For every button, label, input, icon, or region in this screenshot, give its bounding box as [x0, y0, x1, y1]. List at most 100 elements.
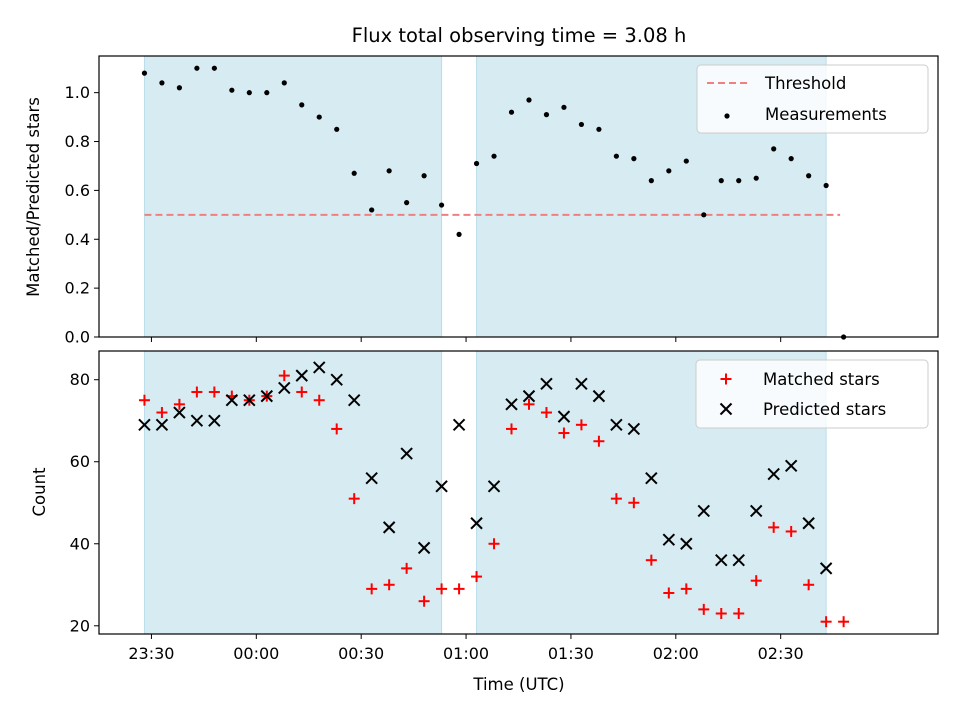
measurement-point [316, 114, 322, 120]
ratio-panel: 0.0 0.2 0.4 0.6 0.8 1.0 Matched/Predicted sta… [24, 55, 939, 347]
matched-star-point [313, 394, 325, 406]
y-tick-label: 0.0 [65, 328, 90, 347]
measurement-point [421, 173, 427, 179]
measurement-point [701, 212, 707, 218]
predicted-star-point [260, 389, 274, 403]
x-tick-label: 00:00 [233, 644, 279, 663]
matched-star-point [733, 607, 745, 619]
x-stroke-b [767, 467, 780, 481]
x-stroke-b [155, 418, 169, 432]
ratio-x-ticks [150, 337, 782, 342]
x-stroke-b [522, 389, 536, 403]
measurement-point [718, 178, 724, 184]
x-stroke-b [715, 553, 728, 567]
measurement-point [264, 90, 270, 96]
ratio-y-ticks: 0.0 0.2 0.4 0.6 0.8 1.0 [65, 83, 99, 347]
predicted-star-point [138, 418, 151, 432]
measurement-point [369, 207, 375, 213]
x-stroke-b [750, 504, 763, 518]
y-tick-label: 0.2 [65, 279, 90, 298]
measurement-point [456, 231, 462, 237]
predicted-star-point [330, 373, 343, 386]
y-tick-label: 0.6 [65, 181, 90, 200]
matched-star-point [506, 423, 518, 435]
x-axis-label: Time (UTC) [472, 675, 564, 694]
measurement-point [176, 85, 183, 91]
predicted-star-point [487, 480, 501, 493]
x-stroke-b [557, 410, 571, 423]
matched-star-point [803, 579, 815, 591]
matched-star-point [191, 386, 203, 398]
matched-star-point [383, 579, 395, 591]
ratio-legend-box [696, 64, 929, 134]
matched-star-point [348, 493, 360, 505]
predicted-star-point [750, 504, 763, 518]
predicted-star-point [627, 422, 641, 436]
x-stroke-b [662, 533, 676, 546]
x-tick-label: 01:00 [443, 644, 489, 663]
predicted-star-point [767, 467, 780, 481]
x-stroke-b [540, 377, 553, 391]
matched-star-point [558, 427, 570, 439]
x-stroke-b [802, 517, 815, 530]
y-tick-label: 1.0 [65, 83, 90, 102]
measurement-points [141, 65, 847, 340]
predicted-star-point [225, 394, 239, 407]
x-stroke-b [208, 414, 221, 427]
matched-star-point [173, 398, 185, 410]
observing-window-1 [143, 55, 443, 338]
x-stroke-b [225, 394, 239, 407]
x-tick-label: 02:00 [653, 644, 699, 663]
y-tick-label: 20 [70, 616, 90, 635]
x-stroke-b [505, 398, 518, 411]
matched-star-point [488, 538, 500, 550]
measurement-point [788, 156, 794, 162]
ratio-panel-frame [98, 55, 939, 338]
predicted-star-point [802, 517, 815, 530]
predicted-star-point [784, 459, 798, 473]
count-panel-frame [98, 350, 939, 635]
x-stroke-b [452, 418, 466, 432]
x-stroke-b [680, 537, 693, 550]
matched-star-point [575, 419, 587, 431]
matched-star-point [418, 595, 430, 607]
matched-star-point [208, 386, 220, 398]
count-y-ticks: 20 40 60 80 [70, 370, 99, 635]
matched-star-point [645, 554, 657, 566]
predicted-star-point [592, 389, 606, 403]
measurement-point [578, 121, 585, 128]
matched-star-point [838, 616, 850, 628]
x-stroke-b [732, 553, 745, 567]
x-tick-label: 00:30 [338, 644, 384, 663]
measurement-point [631, 156, 637, 162]
matched-star-point [366, 583, 378, 595]
predicted-star-point [610, 418, 623, 432]
x-tick-label: 23:30 [128, 644, 174, 663]
predicted-star-point [557, 410, 571, 423]
predicted-star-point [417, 541, 431, 555]
predicted-star-point [347, 394, 361, 407]
measurement-point [299, 102, 305, 108]
predicted-legend-marker [719, 402, 733, 416]
x-stroke-b [417, 541, 431, 555]
measurement-point [211, 65, 217, 71]
measurement-point [334, 126, 340, 132]
predicted-star-point [662, 533, 676, 546]
count-points [138, 361, 850, 628]
count-legend-box [695, 359, 929, 429]
measurement-point [351, 170, 357, 176]
matched-star-point [453, 583, 465, 595]
measurement-point [386, 168, 392, 174]
predicted-star-point [680, 537, 693, 550]
matched-legend-plus [720, 373, 732, 385]
matched-star-point [628, 497, 640, 509]
x-stroke-b [627, 422, 641, 436]
x-stroke-b [719, 402, 733, 416]
predicted-legend-x [719, 402, 733, 416]
x-stroke-b [173, 406, 186, 419]
x-stroke-b [435, 480, 448, 493]
predicted-star-point [715, 553, 728, 567]
count-x-ticks: 23:30 00:00 00:30 01:00 01:30 02:00 02:30 [128, 634, 804, 663]
predicted-star-point [382, 521, 396, 534]
matched-star-point [680, 583, 692, 595]
